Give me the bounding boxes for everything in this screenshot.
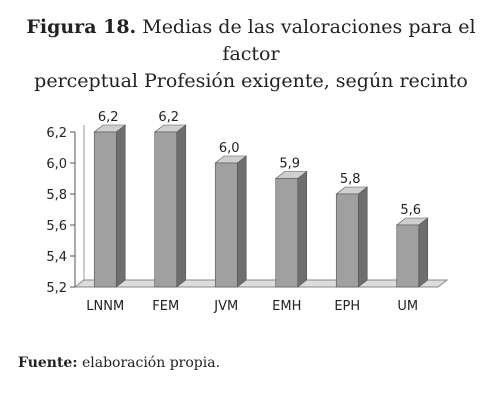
source-text: elaboración propia. bbox=[81, 355, 221, 371]
x-tick-label: JVM bbox=[213, 299, 238, 314]
bar bbox=[335, 193, 359, 288]
chart-floor bbox=[73, 279, 449, 288]
x-tick-label: EPH bbox=[334, 299, 360, 314]
bar-side bbox=[236, 155, 247, 288]
bar-side bbox=[418, 217, 429, 288]
bar-side bbox=[176, 124, 187, 288]
data-label: 5,6 bbox=[400, 203, 421, 218]
bar bbox=[214, 162, 238, 288]
data-label: 6,0 bbox=[219, 141, 240, 156]
bar bbox=[154, 131, 178, 288]
data-label: 5,9 bbox=[279, 157, 300, 172]
figure-title: Medias de las valoraciones para el facto… bbox=[142, 16, 476, 65]
bar-side bbox=[357, 186, 368, 288]
data-label: 6,2 bbox=[98, 110, 119, 125]
data-label: 5,8 bbox=[340, 172, 361, 187]
y-tick-label: 5,4 bbox=[46, 250, 67, 265]
figure-label: Figura 18. bbox=[26, 16, 137, 38]
bar bbox=[275, 178, 299, 288]
bar bbox=[93, 131, 117, 288]
x-tick-label: EMH bbox=[272, 299, 301, 314]
bar bbox=[396, 224, 420, 288]
x-tick-label: UM bbox=[397, 299, 418, 314]
y-tick-label: 5,6 bbox=[46, 219, 67, 234]
y-tick-label: 6,0 bbox=[46, 157, 67, 172]
source-note: Fuente: elaboración propia. bbox=[18, 355, 220, 371]
source-label: Fuente: bbox=[18, 355, 78, 371]
y-tick-label: 5,2 bbox=[46, 281, 67, 296]
y-tick-label: 5,8 bbox=[46, 188, 67, 203]
x-tick-label: LNNM bbox=[86, 299, 124, 314]
bar-side bbox=[297, 170, 308, 288]
figure-caption: Figura 18. Medias de las valoraciones pa… bbox=[0, 14, 502, 95]
x-tick-label: FEM bbox=[152, 299, 179, 314]
figure-title-line2: perceptual Profesión exigente, según rec… bbox=[34, 70, 468, 92]
bar-side bbox=[115, 124, 126, 288]
y-tick-label: 6,2 bbox=[46, 126, 67, 141]
data-label: 6,2 bbox=[158, 110, 179, 125]
